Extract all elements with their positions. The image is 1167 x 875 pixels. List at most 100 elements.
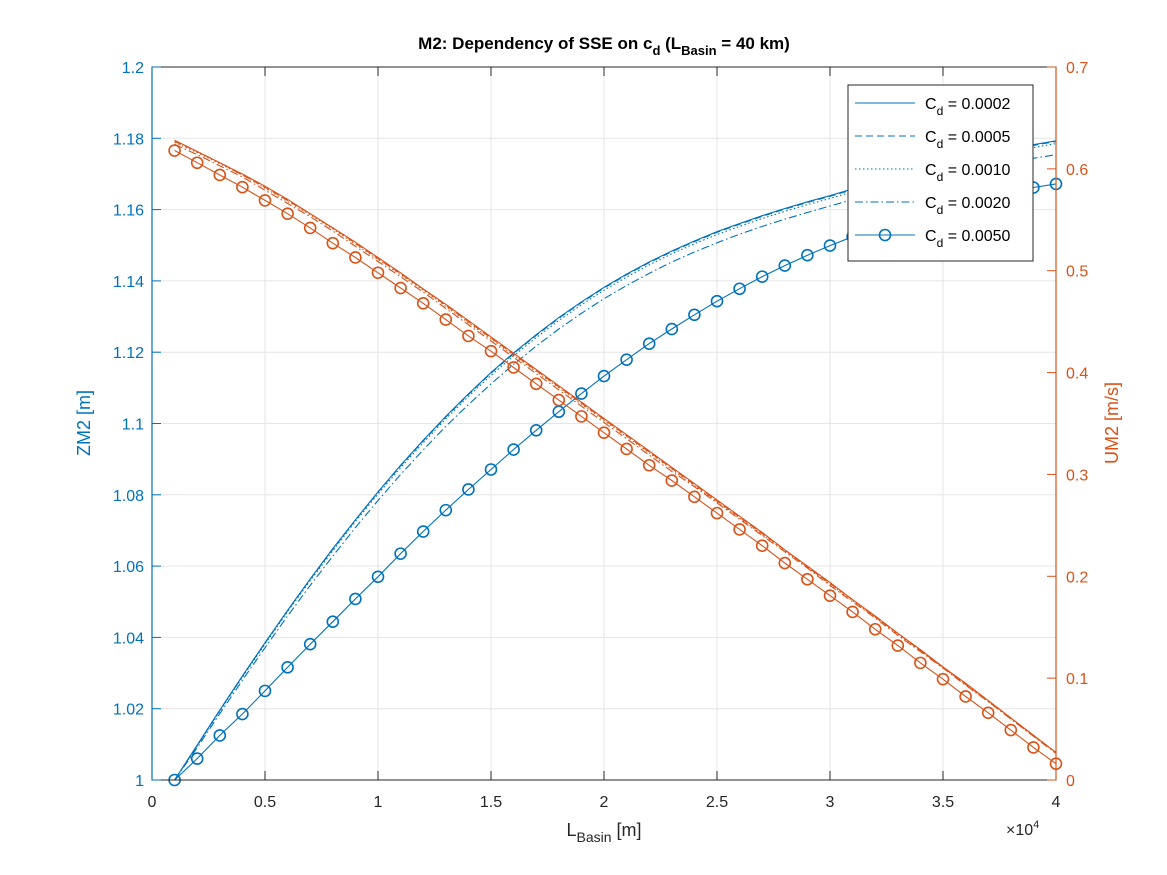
y-right-tick-label: 0.6 <box>1066 162 1088 179</box>
y-left-tick-label: 1.12 <box>113 345 144 362</box>
series-marker <box>349 251 362 264</box>
series-marker <box>236 707 249 721</box>
series-marker <box>891 639 905 652</box>
series-marker <box>349 592 362 606</box>
y-axis-left-label: ZM2 [m] <box>74 390 94 456</box>
x-tick-label: 0 <box>148 794 157 811</box>
series-marker <box>688 308 701 322</box>
series-marker <box>439 313 453 326</box>
series-marker <box>642 337 656 350</box>
series-marker <box>439 503 453 517</box>
y-right-tick-label: 0.1 <box>1066 671 1088 688</box>
series-marker <box>281 661 294 674</box>
y-left-tick-label: 1.02 <box>113 702 144 719</box>
series-marker <box>710 506 724 520</box>
x-axis-exponent: ×104 <box>1006 819 1039 839</box>
series-marker <box>914 656 927 670</box>
legend-entries: Cd = 0.0002 Cd = 0.0005 Cd = 0.0010 Cd = 0.… <box>855 96 1011 250</box>
series-marker <box>552 393 566 407</box>
series-marker <box>755 539 769 553</box>
legend-label: Cd = 0.0050 <box>925 228 1011 250</box>
series-marker <box>665 322 679 336</box>
y-right-tick-label: 0.4 <box>1066 366 1088 383</box>
series-marker <box>620 353 633 366</box>
series-marker <box>213 729 227 742</box>
series-marker <box>801 573 814 586</box>
series-marker <box>416 297 430 310</box>
legend-label: Cd = 0.0010 <box>925 162 1011 184</box>
legend-label: Cd = 0.0002 <box>925 96 1011 118</box>
series-marker <box>688 490 701 504</box>
series-marker <box>778 259 792 272</box>
series-marker <box>733 523 746 536</box>
x-tick-label: 1 <box>374 794 383 811</box>
y-left-tick-label: 1.06 <box>113 559 144 576</box>
series-marker <box>1027 741 1040 754</box>
legend-label: Cd = 0.0005 <box>925 129 1011 151</box>
series-marker <box>868 622 882 636</box>
series-marker <box>462 329 475 343</box>
series-marker <box>394 547 407 560</box>
y-left-tick-label: 1.1 <box>122 417 144 434</box>
y-left-tick-label: 1.08 <box>113 488 144 505</box>
x-tick-label: 2.5 <box>706 794 728 811</box>
y-left-tick-label: 1.04 <box>113 630 144 647</box>
series-marker <box>236 180 249 194</box>
y-axis-right-label: UM2 [m/s] <box>1102 382 1122 464</box>
y-left-tick-label: 1.2 <box>122 60 144 77</box>
chart-title: M2: Dependency of SSE on cd (LBasin = 40… <box>418 34 790 58</box>
series-marker <box>258 194 272 207</box>
x-tick-label: 2 <box>600 794 609 811</box>
series-marker <box>371 570 385 584</box>
series-marker <box>778 556 792 570</box>
series-marker <box>936 672 950 686</box>
series-marker <box>959 690 972 703</box>
series-marker <box>168 144 181 157</box>
y-right-tick-label: 0.5 <box>1066 264 1088 281</box>
series-marker <box>846 605 859 619</box>
series-marker <box>416 525 430 538</box>
series-marker <box>190 156 204 170</box>
series-marker <box>733 282 746 296</box>
series-marker <box>281 207 294 220</box>
series-marker <box>462 483 475 496</box>
series-marker <box>529 377 543 391</box>
x-tick-label: 3.5 <box>932 794 954 811</box>
axes: 0 0.5 1 1.5 2 2.5 3 3.5 4 1 1.02 1.04 1.06 1.08 1.1 1.1… <box>113 60 1088 811</box>
x-tick-label: 0.5 <box>254 794 276 811</box>
legend-box <box>847 84 1034 262</box>
series-marker <box>258 684 272 698</box>
series-marker <box>303 221 317 235</box>
series-marker <box>326 236 340 250</box>
y-right-tick-label: 0 <box>1066 773 1075 790</box>
series-marker <box>642 458 656 472</box>
legend-marker <box>878 228 892 242</box>
series-marker <box>597 369 611 383</box>
series-marker <box>620 442 633 456</box>
series-marker <box>1004 723 1018 737</box>
series-marker <box>665 474 679 487</box>
series-marker <box>710 294 724 308</box>
series-marker <box>484 344 498 358</box>
y-left-tick-label: 1.16 <box>113 203 144 220</box>
legend-label: Cd = 0.0020 <box>925 195 1011 217</box>
series-line <box>174 143 1057 754</box>
series-marker <box>507 443 520 456</box>
x-tick-label: 4 <box>1052 794 1061 811</box>
series-marker <box>213 168 227 182</box>
x-tick-label: 1.5 <box>480 794 502 811</box>
x-tick-label: 3 <box>826 794 835 811</box>
series-marker <box>823 589 837 602</box>
series-marker <box>190 752 204 765</box>
series-marker <box>326 615 340 629</box>
series-marker <box>303 637 317 651</box>
series-marker <box>529 423 543 437</box>
y-right-tick-label: 0.7 <box>1066 60 1088 77</box>
y-right-tick-label: 0.2 <box>1066 569 1088 586</box>
y-left-tick-label: 1.14 <box>113 274 144 291</box>
series-marker <box>371 266 385 280</box>
series-line <box>174 140 1057 753</box>
series-marker <box>597 426 611 439</box>
series-marker <box>823 239 837 252</box>
